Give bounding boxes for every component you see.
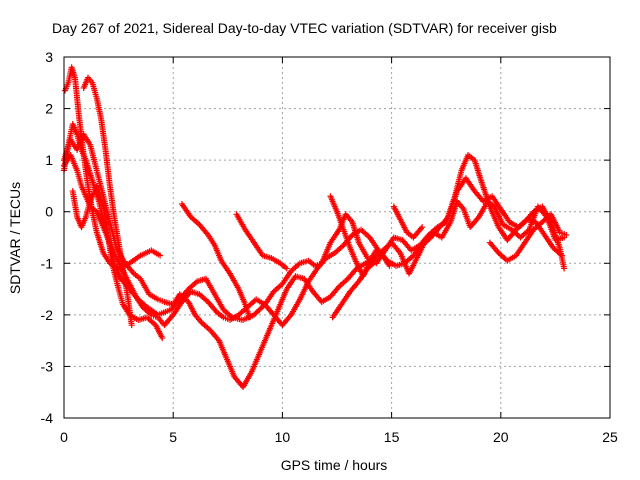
- data-point: [561, 265, 568, 272]
- data-point: [386, 262, 393, 269]
- series-track-12: [486, 211, 570, 264]
- series-track-10: [390, 203, 426, 241]
- chart-title: Day 267 of 2021, Sidereal Day-to-day VTE…: [52, 20, 557, 36]
- data-point: [157, 252, 164, 259]
- y-tick-label: 1: [45, 152, 53, 168]
- x-tick-label: 15: [384, 429, 400, 445]
- data-point: [128, 322, 135, 329]
- y-tick-label: 0: [45, 204, 53, 220]
- series-track-11: [329, 257, 380, 321]
- plot-frame: [63, 56, 611, 419]
- series-track-8: [233, 211, 290, 272]
- data-points: [61, 64, 570, 391]
- y-tick-label: -4: [41, 410, 54, 426]
- y-tick-label: 3: [45, 49, 53, 65]
- series-track-6: [80, 74, 135, 329]
- x-axis-label: GPS time / hours: [281, 457, 388, 473]
- x-tick-label: 5: [169, 429, 177, 445]
- y-tick-label: 2: [45, 101, 53, 117]
- data-point: [558, 252, 565, 259]
- y-axis-label: SDTVAR / TECUs: [7, 182, 23, 294]
- series-track-7: [178, 200, 253, 321]
- y-tick-label: -2: [41, 307, 54, 323]
- data-point: [419, 224, 426, 231]
- x-tick-label: 25: [602, 429, 618, 445]
- data-point: [246, 314, 253, 321]
- data-point: [373, 257, 380, 264]
- y-tick-label: -3: [41, 358, 54, 374]
- axis-ticks: 0 5 10 15 20 25 -4 -3 -2 -1 0 1 2 3: [41, 49, 618, 445]
- grid-lines: [64, 57, 610, 418]
- x-tick-label: 0: [60, 429, 68, 445]
- series-track-5: [69, 182, 166, 342]
- x-tick-label: 20: [493, 429, 509, 445]
- y-tick-label: -1: [41, 255, 54, 271]
- data-point: [563, 231, 570, 238]
- x-tick-label: 10: [275, 429, 291, 445]
- data-point: [159, 335, 166, 342]
- data-point: [283, 265, 290, 272]
